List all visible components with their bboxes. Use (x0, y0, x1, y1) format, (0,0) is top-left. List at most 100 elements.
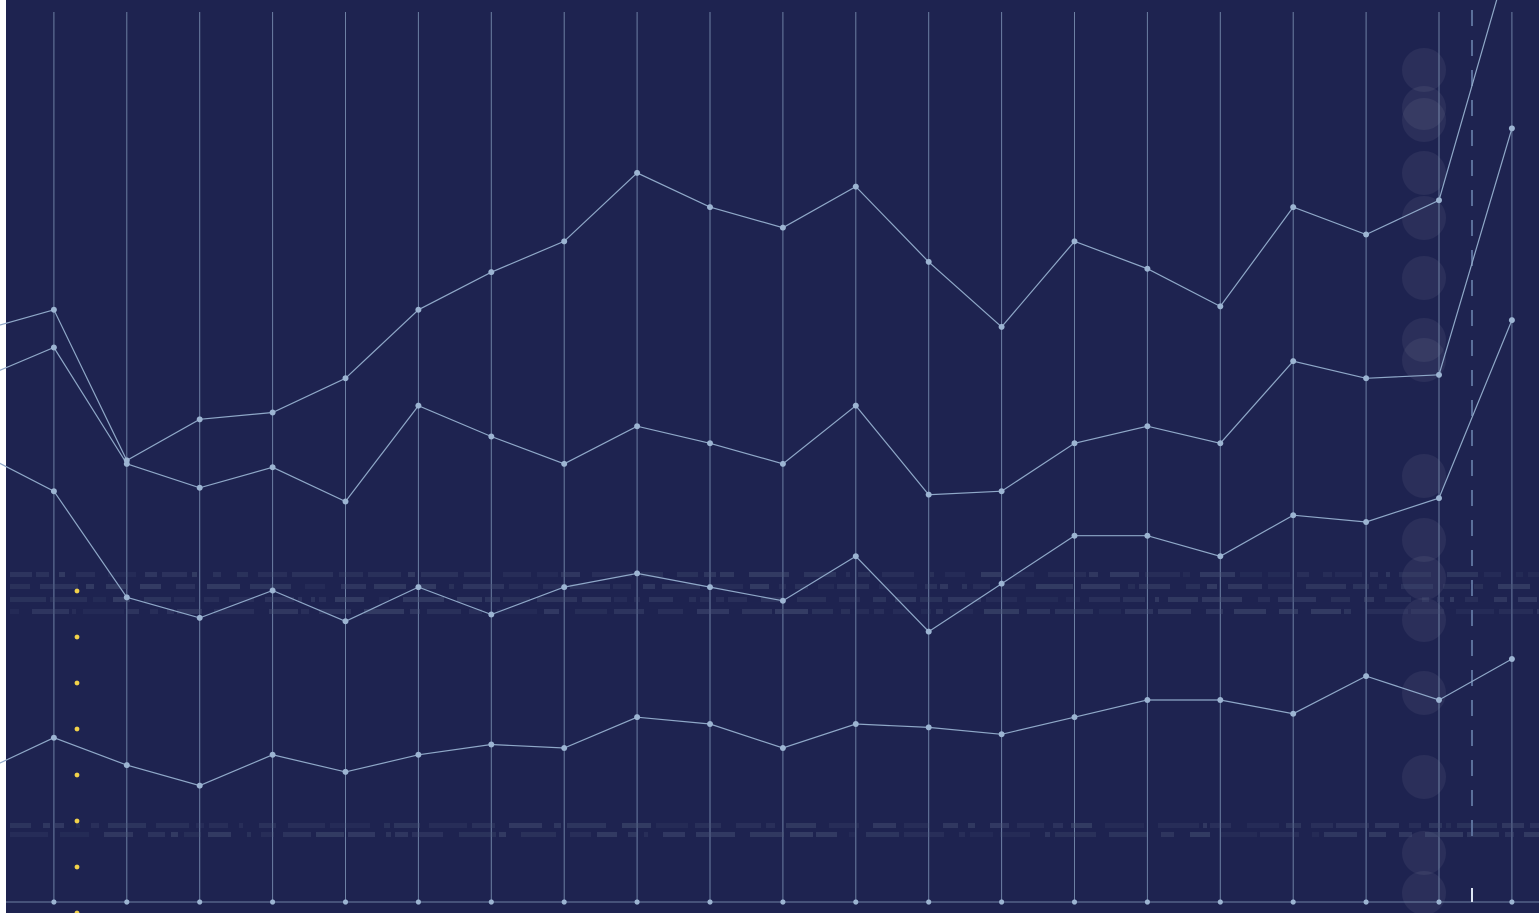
noise-segment-3-14 (427, 609, 461, 614)
noise-segment-0-31 (945, 572, 965, 577)
noise-segment-4-33 (1053, 823, 1063, 828)
data-point-s3-1 (50, 306, 57, 313)
noise-segment-1-13 (463, 584, 504, 589)
noise-segment-1-5 (176, 584, 195, 589)
noise-segment-1-33 (1081, 584, 1120, 589)
noise-segment-2-46 (1385, 597, 1411, 602)
series-layer (0, 0, 1515, 789)
noise-segment-5-32 (1000, 832, 1030, 837)
noise-segment-0-47 (1399, 572, 1431, 577)
noise-segment-5-19 (597, 832, 617, 837)
noise-segment-2-38 (1123, 597, 1145, 602)
data-point-s3-20 (1436, 197, 1442, 204)
noise-segment-0-23 (704, 572, 716, 577)
noise-segment-2-45 (1364, 597, 1374, 602)
noise-segment-2-20 (614, 597, 627, 602)
noise-segment-4-4 (91, 823, 99, 828)
noise-segment-2-50 (1465, 597, 1478, 602)
noise-segment-2-12 (335, 597, 364, 602)
x-tick-point-5 (342, 899, 349, 905)
noise-segment-0-34 (1048, 572, 1086, 577)
data-point-s1-4 (269, 587, 276, 594)
noise-segment-5-41 (1324, 832, 1357, 837)
noise-segment-2-13 (379, 597, 389, 602)
data-point-s0-5 (342, 768, 349, 775)
noise-segment-5-34 (1055, 832, 1096, 837)
data-point-s2-12 (852, 402, 859, 409)
noise-segment-1-26 (879, 584, 917, 589)
noise-segment-3-43 (1367, 609, 1408, 614)
noise-segment-1-12 (449, 584, 454, 589)
noise-segment-1-31 (1003, 584, 1025, 589)
x-tick-point-10 (707, 899, 713, 905)
noise-segment-3-18 (575, 609, 607, 614)
data-point-s0-20 (1436, 697, 1442, 704)
noise-segment-0-51 (1528, 572, 1539, 577)
noise-segment-2-3 (113, 597, 130, 602)
data-point-s0-9 (634, 714, 641, 721)
noise-segment-5-7 (247, 832, 251, 837)
noise-segment-4-17 (509, 823, 542, 828)
data-point-s2-9 (634, 423, 641, 430)
noise-segment-4-29 (943, 823, 958, 828)
noise-segment-5-6 (208, 832, 231, 837)
bg-circle-1 (1402, 86, 1446, 130)
noise-segment-2-48 (1437, 597, 1444, 602)
noise-segment-1-19 (662, 584, 700, 589)
noise-segment-1-24 (818, 584, 834, 589)
data-point-s2-8 (561, 460, 568, 467)
noise-segment-0-49 (1484, 572, 1501, 577)
noise-segment-4-11 (288, 823, 325, 828)
data-point-s2-6 (415, 402, 422, 409)
noise-segment-5-39 (1260, 832, 1299, 837)
x-tick-point-8 (561, 899, 567, 905)
noise-segment-5-12 (386, 832, 391, 837)
noise-segment-1-14 (509, 584, 538, 589)
noise-segment-2-27 (761, 597, 782, 602)
data-point-s1-8 (561, 584, 568, 591)
noise-segment-3-2 (72, 609, 76, 614)
noise-segment-5-21 (644, 832, 648, 837)
noise-segment-4-49 (1530, 823, 1539, 828)
data-point-s0-2 (123, 762, 130, 769)
noise-segment-4-35 (1105, 823, 1144, 828)
series-line-1 (0, 319, 1513, 633)
noise-segment-4-8 (209, 823, 228, 828)
noise-segment-4-5 (108, 823, 146, 828)
series-line-0 (0, 658, 1513, 787)
noise-segment-2-1 (50, 597, 87, 602)
data-point-s1-1 (50, 488, 57, 495)
data-point-s0-14 (998, 731, 1005, 738)
x-tick-point-16 (1144, 899, 1150, 905)
noise-segment-3-13 (410, 609, 420, 614)
noise-segment-3-3 (83, 609, 124, 614)
noise-segment-2-35 (1026, 597, 1058, 602)
noise-segment-2-40 (1168, 597, 1198, 602)
noise-segment-1-10 (374, 584, 406, 589)
x-tick-point-4 (270, 899, 276, 905)
x-tick-point-1 (51, 899, 57, 905)
noise-segment-2-14 (403, 597, 444, 602)
data-point-s1-3 (196, 614, 203, 621)
noise-segment-1-15 (543, 584, 567, 589)
data-point-s2-10 (707, 440, 713, 447)
noise-segment-3-24 (812, 609, 833, 614)
noise-segment-0-12 (339, 572, 363, 577)
noise-segment-4-48 (1502, 823, 1524, 828)
noise-segment-4-20 (622, 823, 651, 828)
noise-segment-5-22 (663, 832, 685, 837)
noise-segment-4-43 (1375, 823, 1399, 828)
noise-segment-1-30 (973, 584, 990, 589)
noise-segment-2-34 (986, 597, 1017, 602)
data-point-s2-4 (269, 464, 276, 471)
noise-segment-0-38 (1183, 572, 1190, 577)
x-tick-point-19 (1363, 899, 1369, 905)
bg-circle-15 (1402, 871, 1446, 913)
noise-segment-0-43 (1323, 572, 1332, 577)
noise-segment-4-32 (1017, 823, 1044, 828)
noise-segment-5-1 (60, 832, 89, 837)
noise-segment-5-24 (750, 832, 784, 837)
noise-segment-0-37 (1145, 572, 1180, 577)
noise-segment-1-28 (940, 584, 948, 589)
